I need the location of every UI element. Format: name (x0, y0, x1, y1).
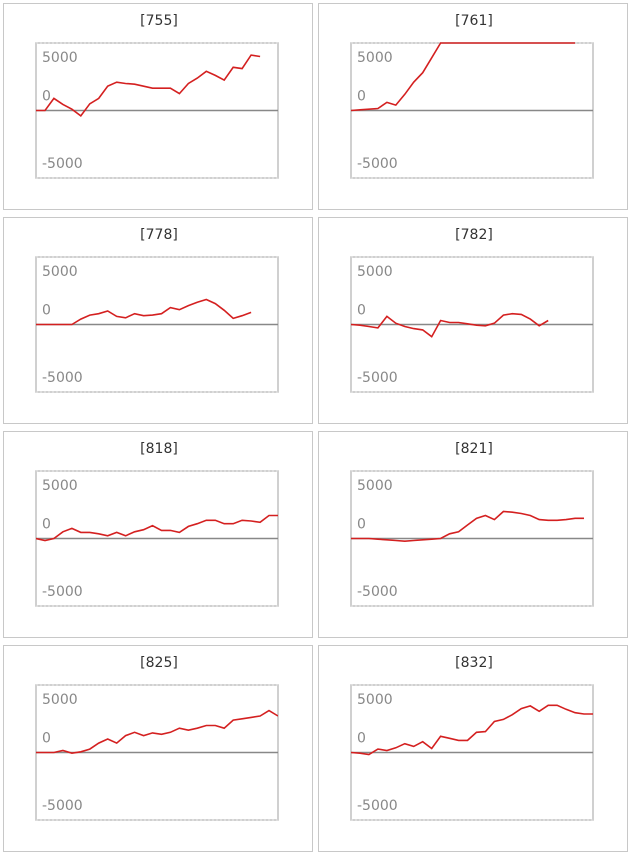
y-tick-label: -5000 (42, 798, 83, 814)
y-tick-label: 0 (42, 731, 51, 747)
chart-title: [761] (455, 13, 493, 29)
chart: [778] -5000 0 5000 (35, 227, 279, 393)
y-tick-label: 5000 (357, 264, 393, 280)
chart-title: [832] (455, 655, 493, 671)
chart-panel: [782] -5000 0 5000 (318, 217, 628, 424)
chart: [755] -5000 0 5000 (35, 13, 279, 179)
y-tick-label: 5000 (42, 478, 78, 494)
y-tick-label: 5000 (357, 692, 393, 708)
chart-title: [755] (140, 13, 178, 29)
y-tick-label: 5000 (42, 264, 78, 280)
series-line (36, 298, 252, 326)
chart-panel: [761] -5000 0 5000 (318, 3, 628, 210)
series-line (351, 510, 584, 543)
series-line (351, 42, 576, 112)
chart: [832] -5000 0 5000 (350, 655, 594, 821)
y-tick-label: 0 (42, 303, 51, 319)
chart-title: [782] (455, 227, 493, 243)
y-tick-label: 0 (357, 303, 366, 319)
chart-panel: [832] -5000 0 5000 (318, 645, 628, 852)
y-tick-label: 5000 (42, 692, 78, 708)
y-tick-label: 0 (357, 731, 366, 747)
y-tick-label: -5000 (357, 798, 398, 814)
series-line (351, 312, 549, 338)
chart: [825] -5000 0 5000 (35, 655, 279, 821)
chart-title: [821] (455, 441, 493, 457)
chart-panel: [755] -5000 0 5000 (3, 3, 313, 210)
series-line (36, 54, 261, 118)
y-tick-label: 0 (357, 517, 366, 533)
y-tick-label: 5000 (42, 50, 78, 66)
y-tick-label: -5000 (357, 370, 398, 386)
chart-panel: [821] -5000 0 5000 (318, 431, 628, 638)
series-line (36, 514, 278, 542)
chart: [821] -5000 0 5000 (350, 441, 594, 607)
y-tick-label: 0 (42, 517, 51, 533)
series-line (351, 704, 593, 756)
y-tick-label: 0 (42, 89, 51, 105)
y-tick-label: 0 (357, 89, 366, 105)
y-tick-label: -5000 (42, 370, 83, 386)
y-tick-label: -5000 (357, 156, 398, 172)
chart-panel: [778] -5000 0 5000 (3, 217, 313, 424)
y-tick-label: 5000 (357, 478, 393, 494)
y-tick-label: -5000 (357, 584, 398, 600)
chart-title: [825] (140, 655, 178, 671)
chart: [782] -5000 0 5000 (350, 227, 594, 393)
chart: [818] -5000 0 5000 (35, 441, 279, 607)
chart: [761] -5000 0 5000 (350, 13, 594, 179)
chart-title: [818] (140, 441, 178, 457)
series-line (36, 709, 278, 755)
chart-panel: [825] -5000 0 5000 (3, 645, 313, 852)
y-tick-label: -5000 (42, 156, 83, 172)
y-tick-label: -5000 (42, 584, 83, 600)
chart-panel: [818] -5000 0 5000 (3, 431, 313, 638)
chart-title: [778] (140, 227, 178, 243)
y-tick-label: 5000 (357, 50, 393, 66)
